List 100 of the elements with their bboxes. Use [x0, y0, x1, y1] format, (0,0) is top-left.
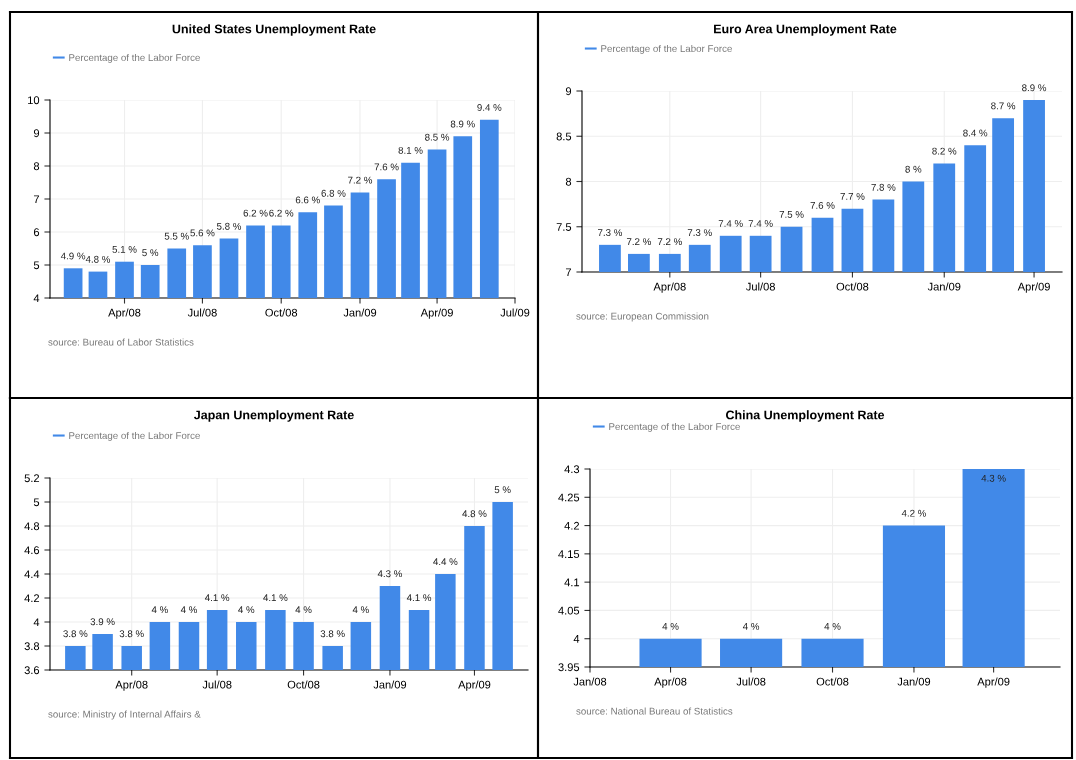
- data-label: 4.1 %: [263, 594, 288, 602]
- data-label: 7.2 %: [348, 176, 373, 184]
- data-label: 7.2 %: [657, 238, 682, 245]
- data-label: 9.4 %: [477, 104, 502, 111]
- data-label: 7.4 %: [748, 220, 773, 227]
- x-tick-label: Oct/08: [287, 680, 320, 689]
- y-tick-label: 7.5: [556, 223, 572, 231]
- data-label: 4 %: [352, 606, 369, 614]
- y-tick-label: 4.15: [558, 550, 580, 558]
- y-tick-label: 4.6: [24, 546, 40, 555]
- data-label: 7.7 %: [840, 192, 865, 200]
- data-label: 4 %: [662, 623, 679, 630]
- source-note: source: National Bureau of Statistics: [576, 707, 733, 715]
- x-tick-label: Apr/08: [108, 308, 141, 319]
- data-label: 8 %: [905, 165, 922, 173]
- y-tick-label: 6: [33, 228, 40, 237]
- source-note: source: Bureau of Labor Statistics: [48, 338, 194, 346]
- x-tick-label: Apr/08: [653, 282, 686, 293]
- y-tick-label: 4.8: [24, 522, 40, 531]
- data-label: 5 %: [142, 249, 159, 257]
- x-tick-label: Jul/08: [202, 680, 232, 689]
- data-label: 8.9 %: [450, 120, 475, 128]
- y-tick-label: 4: [33, 294, 40, 303]
- data-label: 8.9 %: [1022, 84, 1047, 92]
- y-tick-label: 4.3: [564, 465, 580, 474]
- data-label: 4 %: [742, 623, 760, 630]
- data-label: 4.1 %: [406, 594, 432, 602]
- x-tick-label: Apr/09: [1017, 282, 1050, 293]
- data-label: 4.8 %: [85, 255, 111, 263]
- x-tick-label: Apr/08: [654, 677, 687, 688]
- y-tick-label: 10: [28, 96, 40, 105]
- data-label: 7.4 %: [718, 220, 743, 227]
- y-tick-label: 8: [565, 177, 572, 186]
- data-label: 7.8 %: [871, 183, 896, 191]
- chart-title: China Unemployment Rate: [725, 410, 885, 422]
- x-tick-label: Jan/09: [343, 308, 377, 317]
- data-label: 5 %: [494, 486, 511, 494]
- data-label: 6.8 %: [321, 189, 346, 197]
- data-label: 8.1 %: [398, 146, 423, 154]
- data-label: 4.2 %: [901, 509, 927, 517]
- y-tick-label: 3.8: [24, 642, 40, 651]
- chart-title: United States Unemployment Rate: [172, 24, 376, 36]
- data-label: 8.2 %: [932, 147, 957, 155]
- data-label: 5.1 %: [112, 245, 137, 253]
- y-tick-label: 4.25: [558, 493, 580, 502]
- y-tick-label: 7: [565, 268, 572, 277]
- data-label: 7.3 %: [687, 229, 712, 236]
- x-tick-label: Oct/08: [816, 677, 849, 686]
- x-tick-label: Jul/08: [745, 282, 775, 291]
- x-tick-label: Oct/08: [836, 282, 869, 291]
- chart-title: Euro Area Unemployment Rate: [714, 24, 897, 36]
- legend-label: Percentage of the Labor Force: [69, 53, 200, 63]
- x-tick-label: Apr/08: [115, 680, 148, 691]
- data-label: 4 %: [180, 606, 198, 614]
- source-note: source: European Commission: [576, 312, 709, 322]
- y-tick-label: 4.4: [24, 570, 40, 579]
- y-tick-label: 4.2: [24, 594, 40, 603]
- x-tick-label: Jan/09: [927, 282, 961, 291]
- data-label: 4.9 %: [60, 252, 86, 260]
- x-tick-label: Jul/08: [736, 677, 766, 686]
- y-tick-label: 7: [33, 195, 40, 204]
- data-label: 5.6 %: [190, 229, 215, 237]
- data-label: 7.3 %: [598, 229, 623, 236]
- y-tick-label: 3.95: [558, 663, 580, 672]
- x-tick-label: Apr/09: [458, 680, 491, 691]
- data-label: 4.1 %: [204, 594, 230, 602]
- legend-label: Percentage of the Labor Force: [609, 422, 740, 432]
- data-label: 3.8 %: [119, 630, 144, 638]
- data-label: 6.2 %: [243, 209, 268, 217]
- y-tick-label: 5: [33, 498, 40, 507]
- data-label: 8.7 %: [991, 102, 1016, 110]
- legend-label: Percentage of the Labor Force: [69, 431, 200, 441]
- data-label: 7.6 %: [810, 201, 835, 209]
- data-label: 5.8 %: [216, 222, 242, 230]
- y-tick-label: 3.6: [24, 666, 40, 675]
- x-tick-label: Jul/09: [500, 308, 530, 317]
- data-label: 4 %: [295, 606, 312, 614]
- y-tick-label: 5.2: [24, 474, 40, 483]
- y-tick-label: 4.1: [564, 578, 580, 587]
- data-label: 6.2 %: [269, 209, 294, 217]
- data-label: 3.9 %: [90, 618, 115, 626]
- data-label: 4.3 %: [981, 474, 1006, 482]
- data-label: 4.3 %: [377, 570, 403, 578]
- data-label: 3.8 %: [320, 630, 345, 638]
- y-tick-label: 4.05: [558, 606, 580, 615]
- chart-title: Japan Unemployment Rate: [193, 410, 354, 422]
- x-tick-label: Jan/09: [897, 677, 931, 686]
- x-tick-label: Jul/08: [187, 308, 217, 317]
- y-tick-label: 4: [573, 635, 580, 643]
- y-tick-label: 4: [33, 618, 40, 627]
- x-tick-label: Apr/09: [977, 677, 1010, 688]
- data-label: 7.5 %: [779, 211, 804, 218]
- y-tick-label: 5: [33, 261, 40, 270]
- data-label: 8.4 %: [963, 129, 988, 137]
- x-tick-label: Oct/08: [265, 308, 298, 317]
- data-label: 4.8 %: [462, 510, 487, 518]
- y-tick-label: 8: [33, 162, 40, 171]
- y-tick-label: 8.5: [556, 132, 572, 141]
- source-note: source: Ministry of Internal Affairs &: [48, 710, 201, 720]
- y-tick-label: 9: [565, 87, 572, 96]
